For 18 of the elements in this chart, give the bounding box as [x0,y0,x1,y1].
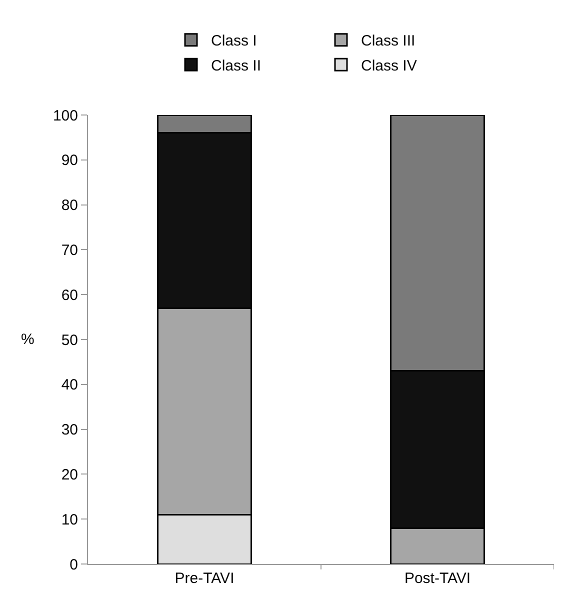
y-tick-label: 30 [61,422,78,439]
legend-label: Class III [361,32,416,50]
y-tick-label: 10 [61,511,78,528]
legend-label: Class I [211,32,257,50]
y-tick-label: 90 [61,152,78,170]
y-tick-label: 20 [61,466,78,484]
y-tick-label: 50 [61,332,78,349]
y-axis-title: % [21,331,34,348]
y-tick-label: 70 [61,242,78,259]
y-tick-label: 60 [61,286,78,304]
legend-label: Class II [211,57,262,74]
legend-label: Class IV [361,57,417,74]
x-tick-label: Post-TAVI [404,570,471,587]
y-tick-label: 40 [61,376,78,394]
x-tick-label: Pre-TAVI [174,570,234,587]
y-tick-label: 80 [61,197,78,214]
y-tick-label: 0 [70,556,78,574]
y-tick-label: 100 [52,107,78,124]
